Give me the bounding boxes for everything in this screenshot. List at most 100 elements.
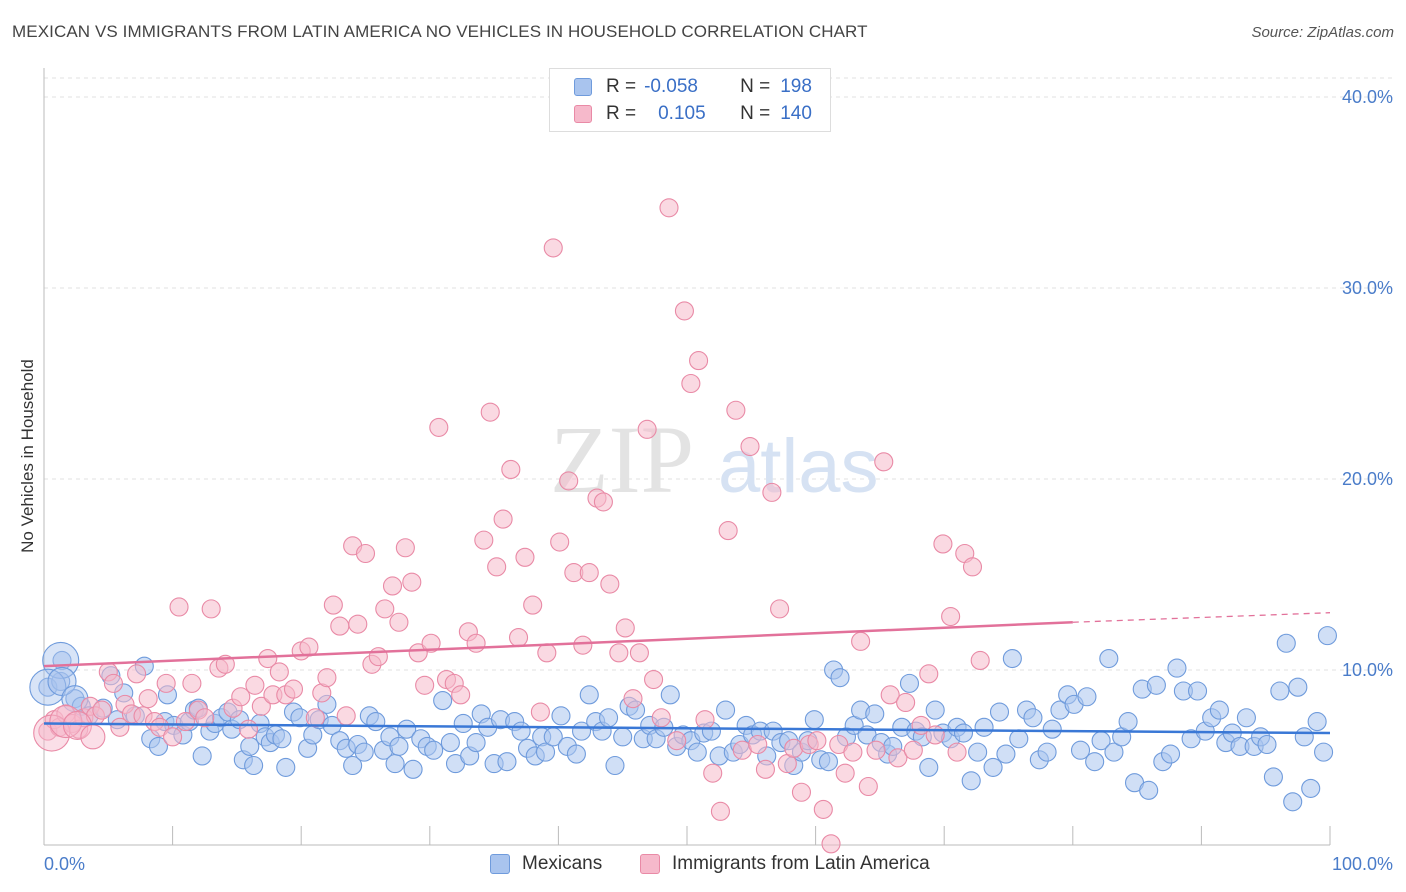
- data-point: [1085, 752, 1105, 772]
- data-point: [1118, 712, 1138, 732]
- data-point: [613, 727, 633, 747]
- data-point: [92, 700, 112, 720]
- y-tick-label: 40.0%: [1342, 87, 1393, 107]
- data-point: [896, 692, 916, 713]
- data-point: [182, 673, 202, 693]
- legend-r-label: R =: [606, 76, 637, 97]
- data-point: [466, 633, 486, 653]
- data-point: [424, 740, 444, 760]
- data-point: [851, 631, 871, 651]
- data-point: [1257, 734, 1277, 755]
- bottom-legend-label-mexicans: Mexicans: [522, 853, 603, 874]
- data-point: [1314, 742, 1334, 762]
- data-point: [493, 509, 513, 529]
- data-point: [919, 664, 939, 684]
- data-point: [962, 557, 983, 577]
- data-point: [740, 436, 760, 457]
- data-point: [51, 671, 71, 692]
- data-point-large: [29, 668, 67, 706]
- bottom-legend-immigrants: Immigrants from Latin America: [640, 852, 930, 876]
- legend-r-value: -0.058: [644, 76, 698, 97]
- data-point: [408, 643, 428, 663]
- data-point: [1104, 742, 1124, 762]
- data-point: [667, 731, 687, 751]
- data-point: [440, 733, 460, 753]
- data-point: [1301, 778, 1321, 798]
- data-point: [1209, 700, 1229, 720]
- data-point: [402, 572, 422, 592]
- data-point: [1002, 648, 1022, 669]
- source-label: Source: ZipAtlas.com: [1251, 24, 1394, 41]
- data-point: [251, 696, 271, 716]
- data-point: [762, 482, 782, 502]
- data-point: [970, 650, 990, 671]
- data-point: [523, 595, 543, 615]
- data-point: [579, 685, 599, 705]
- data-point: [395, 538, 415, 558]
- data-point: [550, 532, 570, 552]
- data-point: [175, 712, 196, 732]
- legend-swatch-immigrants: [574, 105, 592, 123]
- data-point: [1294, 727, 1314, 747]
- data-point: [474, 530, 494, 550]
- series-1: [33, 198, 990, 854]
- data-point: [497, 752, 517, 772]
- bottom-legend-label-immigrants: Immigrants from Latin America: [672, 853, 930, 874]
- data-point: [272, 729, 292, 749]
- data-point: [150, 717, 170, 737]
- legend-n-value: 198: [780, 76, 812, 97]
- data-point: [382, 576, 403, 596]
- data-point: [336, 706, 356, 726]
- data-point: [231, 687, 251, 707]
- data-point: [1139, 780, 1159, 800]
- data-point: [953, 723, 974, 743]
- data-point: [791, 782, 812, 802]
- data-point: [508, 627, 529, 648]
- data-point: [605, 755, 625, 776]
- data-point: [355, 543, 376, 564]
- data-point: [1070, 740, 1091, 760]
- data-point: [865, 704, 885, 724]
- data-point: [530, 702, 550, 722]
- legend-r-value: 0.105: [658, 103, 706, 124]
- data-point: [659, 198, 679, 218]
- data-point: [599, 708, 619, 728]
- data-point: [947, 742, 967, 762]
- data-point: [258, 648, 278, 669]
- data-point: [343, 755, 363, 776]
- data-point: [480, 402, 500, 422]
- data-point: [163, 727, 183, 747]
- data-point: [726, 400, 746, 420]
- data-point: [453, 713, 473, 734]
- data-point: [989, 702, 1010, 722]
- legend-r-label: R =: [606, 103, 637, 124]
- data-point-large: [49, 705, 83, 739]
- data-point: [192, 746, 212, 766]
- data-point: [903, 740, 923, 760]
- data-point: [600, 574, 620, 594]
- data-point: [813, 799, 833, 819]
- chart-title: MEXICAN VS IMMIGRANTS FROM LATIN AMERICA…: [12, 22, 868, 41]
- data-point: [983, 757, 1003, 777]
- data-point: [421, 633, 441, 653]
- data-point: [807, 731, 827, 751]
- data-point: [240, 736, 260, 756]
- data-point: [317, 668, 337, 688]
- bottom-legend-mexicans: Mexicans: [490, 852, 602, 876]
- data-point: [403, 759, 423, 779]
- data-point: [330, 616, 350, 636]
- data-point: [1077, 687, 1097, 707]
- data-point: [543, 238, 563, 258]
- data-point: [687, 742, 707, 762]
- data-point: [559, 471, 579, 491]
- data-point: [1276, 633, 1296, 653]
- data-point: [1160, 744, 1181, 764]
- y-tick-label: 10.0%: [1342, 660, 1393, 680]
- data-point: [933, 534, 953, 554]
- data-point: [169, 597, 189, 617]
- legend-n-value: 140: [780, 103, 812, 124]
- legend-row-immigrants: R = 0.105 N = 140: [574, 101, 812, 127]
- data-point: [941, 606, 961, 627]
- trend-line-mexicans: [43, 722, 1331, 735]
- data-point: [674, 301, 694, 321]
